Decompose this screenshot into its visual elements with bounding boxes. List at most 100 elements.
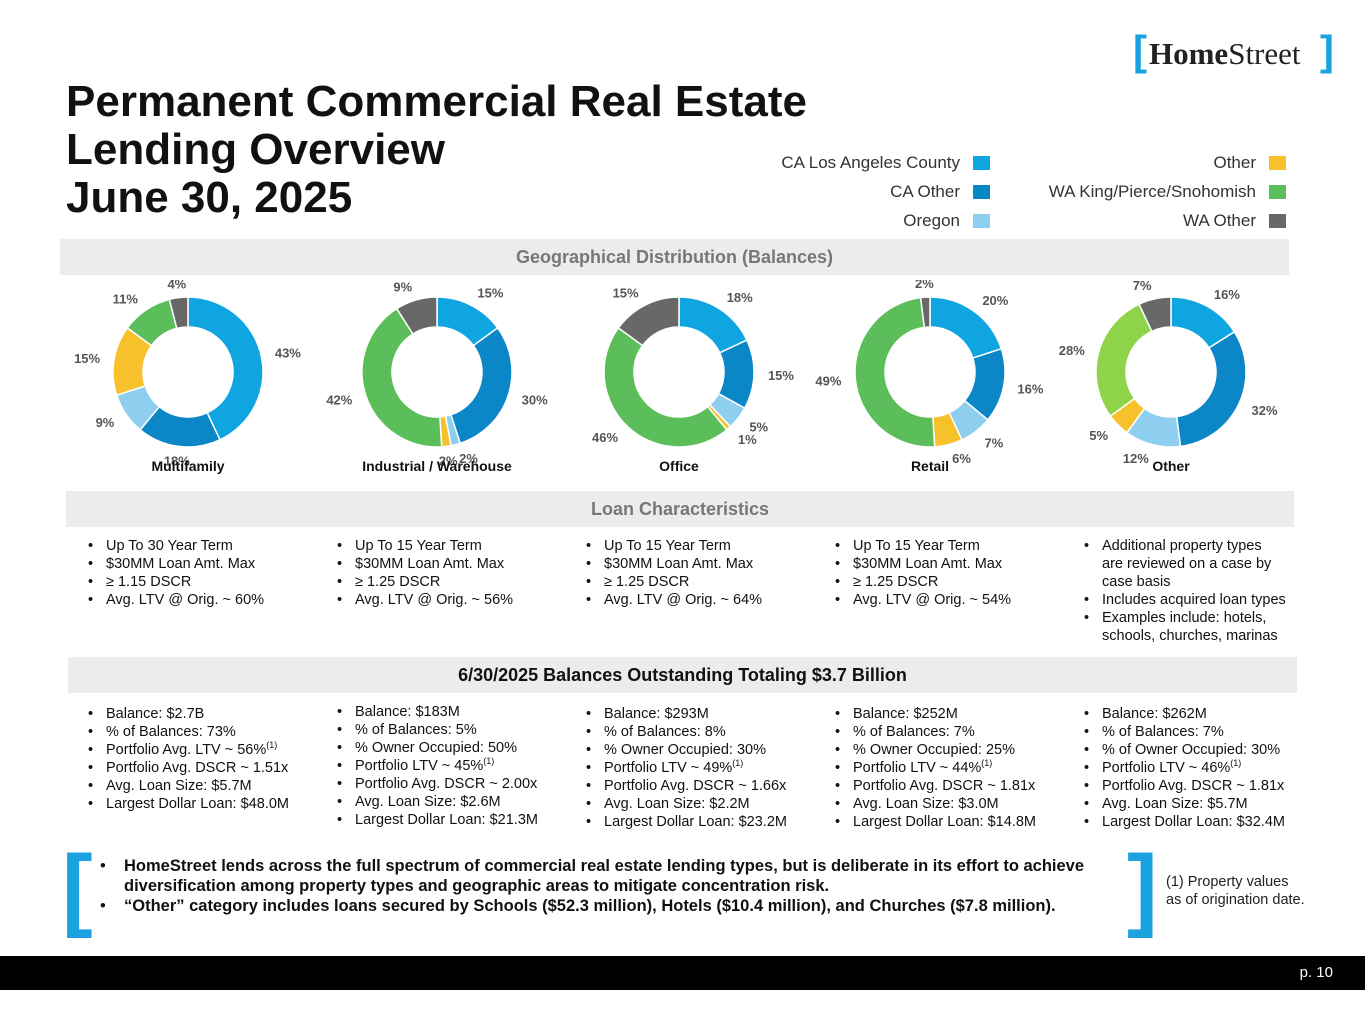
donut-label: 2%	[439, 453, 458, 468]
donut-label: 42%	[326, 393, 352, 408]
list-item: Largest Dollar Loan: $14.8M	[835, 813, 1036, 831]
footnote-marker: (1)	[1230, 758, 1242, 769]
list-item: $30MM Loan Amt. Max	[337, 555, 513, 573]
list-item-text: Largest Dollar Loan: $21.3M	[355, 812, 538, 828]
list-item-text: Avg. Loan Size: $2.6M	[355, 794, 501, 810]
donut-label: 20%	[982, 293, 1008, 308]
donut-label: 9%	[393, 280, 412, 295]
donut-retail: 20% 16% 7% 6% 49% 2% Retail	[815, 280, 1044, 474]
list-item-text: Portfolio LTV ~ 44%	[853, 760, 982, 776]
list-item: Portfolio Avg. DSCR ~ 1.66x	[586, 777, 787, 795]
list-item: Largest Dollar Loan: $21.3M	[337, 811, 538, 829]
list-item-text: ≥ 1.25 DSCR	[604, 574, 690, 590]
list-item-text: Largest Dollar Loan: $23.2M	[604, 814, 787, 830]
list-item-text: % of Owner Occupied: 30%	[1102, 742, 1281, 758]
logo-text-bold: Home	[1149, 36, 1229, 71]
list-item-text: Portfolio Avg. DSCR ~ 1.81x	[853, 778, 1036, 794]
note-bullet-1: • HomeStreet lends across the full spectr…	[100, 856, 1134, 896]
section-header-loan: Loan Characteristics	[66, 491, 1294, 527]
list-item-text: Balance: $183M	[355, 704, 460, 720]
list-item: Balance: $183M	[337, 703, 538, 721]
list-item-text: ≥ 1.15 DSCR	[106, 574, 192, 590]
donut-label: 7%	[985, 435, 1004, 450]
donut-label: 30%	[522, 393, 548, 408]
donut-slice-ca-other	[1175, 330, 1247, 448]
homestreet-logo: [ HomeStreet ]	[1133, 27, 1334, 74]
list-item: Balance: $2.7B	[88, 705, 289, 723]
legend-label: Oregon	[903, 211, 960, 230]
list-item-text: Balance: $2.7B	[106, 706, 205, 722]
legend-item-wa-king-pierce-snohomish: WA King/Pierce/Snohomish	[966, 182, 1286, 202]
donut-label: 28%	[1059, 343, 1085, 358]
donut-slice-wa-other	[919, 296, 931, 329]
list-item-text: Up To 15 Year Term	[355, 538, 482, 554]
list-item-text: % Owner Occupied: 30%	[604, 742, 766, 758]
note-bracket-left: [	[62, 837, 93, 939]
list-item: Avg. LTV @ Orig. ~ 64%	[586, 591, 762, 609]
list-item: % of Balances: 7%	[1084, 723, 1285, 741]
list-item: Portfolio Avg. DSCR ~ 1.81x	[835, 777, 1036, 795]
list-item-text: Portfolio LTV ~ 49%	[604, 760, 733, 776]
legend-label: CA Other	[890, 182, 960, 201]
list-item: Up To 15 Year Term	[337, 537, 513, 555]
list-item-text: Avg. Loan Size: $5.7M	[1102, 796, 1248, 812]
donut-label: 1%	[738, 432, 757, 447]
donut-slice-wa-king-pierce-snohomish	[1095, 303, 1153, 418]
note-bracket-right: ]	[1127, 837, 1158, 939]
donut-title: Multifamily	[151, 458, 224, 474]
list-item-text: Balance: $262M	[1102, 706, 1207, 722]
list-item-text: Avg. Loan Size: $2.2M	[604, 796, 750, 812]
legend-swatch	[1269, 156, 1286, 170]
footnote-marker: (1)	[732, 758, 744, 769]
list-item-text: % of Balances: 7%	[1102, 724, 1224, 740]
donut-label: 11%	[113, 291, 139, 306]
footer-bar: p. 10	[0, 956, 1365, 990]
loan-lists-col-3: Up To 15 Year Term $30MM Loan Amt. Max ≥ 1…	[584, 537, 762, 609]
list-item: Avg. LTV @ Orig. ~ 60%	[88, 591, 264, 609]
list-item-text: Largest Dollar Loan: $48.0M	[106, 796, 289, 812]
list-item-text: $30MM Loan Amt. Max	[604, 556, 754, 572]
list-item: Portfolio LTV ~ 45%(1)	[337, 757, 538, 775]
donut-slice-wa-king-pierce-snohomish	[854, 296, 936, 448]
list-item: ≥ 1.25 DSCR	[835, 573, 1011, 591]
donut-label: 32%	[1252, 403, 1278, 418]
donut-multifamily: 43% 18% 9% 15% 11% 4% Multifamily	[74, 280, 301, 474]
list-item: Portfolio Avg. DSCR ~ 1.81x	[1084, 777, 1285, 795]
list-item-text: Up To 15 Year Term	[853, 538, 980, 554]
list-item-text: % of Balances: 73%	[106, 724, 236, 740]
list-item: % Owner Occupied: 50%	[337, 739, 538, 757]
logo-bracket-left: [	[1133, 27, 1147, 74]
donut-label: 5%	[1089, 428, 1108, 443]
list-item-text: schools, churches, marinas	[1102, 628, 1278, 644]
list-item: $30MM Loan Amt. Max	[88, 555, 264, 573]
section-header-balances: 6/30/2025 Balances Outstanding Totaling …	[68, 657, 1297, 693]
donut-label: 43%	[275, 346, 301, 361]
donut-label: 9%	[96, 415, 115, 430]
list-item: Portfolio LTV ~ 44%(1)	[835, 759, 1036, 777]
list-item: % of Owner Occupied: 30%	[1084, 741, 1285, 759]
list-item-text: Portfolio LTV ~ 45%	[355, 758, 484, 774]
list-item: $30MM Loan Amt. Max	[835, 555, 1011, 573]
list-item: are reviewed on a case by	[1102, 555, 1286, 573]
list-item: Avg. Loan Size: $5.7M	[88, 777, 289, 795]
section-header-geo: Geographical Distribution (Balances)	[60, 239, 1289, 275]
list-item: % of Balances: 73%	[88, 723, 289, 741]
legend-item-wa-other: WA Other	[966, 211, 1286, 231]
legend-item-ca-other: CA Other	[670, 182, 990, 202]
donut-label: 18%	[727, 290, 753, 305]
legend-swatch	[973, 185, 990, 199]
logo-bracket-right: ]	[1320, 27, 1334, 74]
list-item-text: Includes acquired loan types	[1102, 592, 1286, 608]
list-item-text: Largest Dollar Loan: $14.8M	[853, 814, 1036, 830]
donut-label: 2%	[915, 280, 934, 291]
list-item-text: Avg. Loan Size: $3.0M	[853, 796, 999, 812]
list-item: Avg. Loan Size: $2.2M	[586, 795, 787, 813]
donut-label: 15%	[768, 368, 794, 383]
list-item: Additional property types	[1084, 537, 1286, 555]
donut-title: Industrial / Warehouse	[362, 458, 512, 474]
donut-label: 12%	[1123, 451, 1149, 466]
donut-label: 7%	[1133, 280, 1152, 293]
list-item: ≥ 1.25 DSCR	[337, 573, 513, 591]
list-item-text: ≥ 1.25 DSCR	[853, 574, 939, 590]
list-item-text: case basis	[1102, 574, 1171, 590]
